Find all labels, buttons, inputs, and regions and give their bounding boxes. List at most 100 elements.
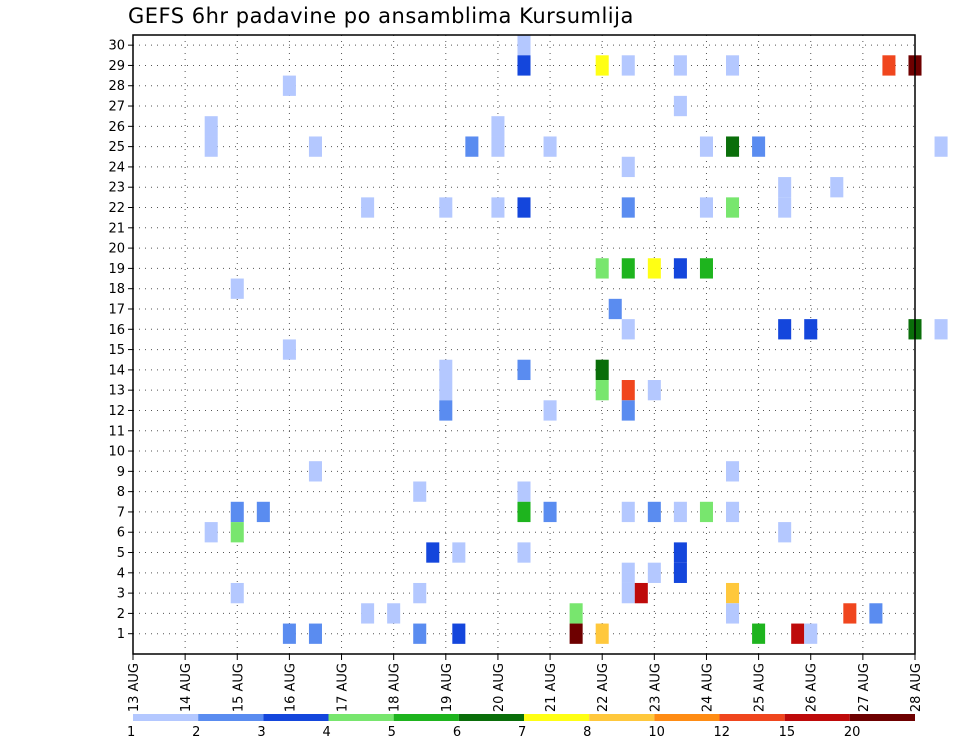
legend-label: 12 bbox=[714, 725, 731, 740]
y-tick-label: 29 bbox=[108, 59, 125, 74]
data-cell bbox=[543, 501, 557, 523]
legend-swatch bbox=[719, 714, 785, 721]
y-tick-label: 17 bbox=[108, 302, 125, 317]
data-cell bbox=[439, 359, 453, 381]
data-cell bbox=[230, 501, 244, 523]
data-cell bbox=[752, 623, 766, 644]
y-tick-label: 8 bbox=[117, 485, 125, 500]
data-cell bbox=[934, 136, 948, 157]
data-cell bbox=[517, 542, 531, 563]
plot-frame bbox=[132, 34, 916, 655]
x-tick-label: 20 AUG bbox=[492, 663, 507, 712]
data-cell bbox=[621, 197, 635, 218]
data-cell bbox=[673, 542, 687, 563]
data-cell bbox=[726, 501, 740, 523]
data-cell bbox=[282, 339, 296, 360]
legend-label: 3 bbox=[257, 725, 265, 740]
x-tick-label: 13 AUG bbox=[127, 663, 142, 712]
data-cell bbox=[595, 359, 609, 381]
x-tick-label: 23 AUG bbox=[648, 663, 663, 712]
data-cell bbox=[726, 582, 740, 604]
data-cell bbox=[256, 501, 270, 523]
y-tick-label: 16 bbox=[108, 323, 125, 338]
data-cell bbox=[621, 562, 635, 583]
legend-label: 6 bbox=[453, 725, 461, 740]
data-cell bbox=[673, 562, 687, 583]
x-tick-label: 22 AUG bbox=[596, 663, 611, 712]
data-cell bbox=[804, 623, 818, 644]
data-cell bbox=[491, 136, 505, 157]
y-tick-label: 22 bbox=[108, 201, 125, 216]
color-legend: 1 2 3 4 5 6 7 8 10 12 15 20 bbox=[127, 714, 915, 740]
y-tick-label: 5 bbox=[117, 546, 125, 561]
x-tick-label: 25 AUG bbox=[753, 663, 768, 712]
data-cell bbox=[230, 522, 244, 543]
data-cell bbox=[804, 319, 818, 340]
x-tick-label: 28 AUG bbox=[909, 663, 924, 712]
data-cell bbox=[595, 258, 609, 279]
y-tick-label: 26 bbox=[108, 120, 125, 135]
y-tick-label: 27 bbox=[108, 100, 125, 115]
legend-swatch bbox=[198, 714, 264, 721]
y-axis: 1234567891011121314151617181920212223242… bbox=[108, 39, 133, 642]
data-cell bbox=[308, 623, 322, 644]
y-tick-label: 7 bbox=[117, 505, 125, 520]
y-tick-label: 10 bbox=[108, 445, 125, 460]
data-cell bbox=[778, 522, 792, 543]
data-cell bbox=[517, 197, 531, 218]
data-cell bbox=[726, 603, 740, 624]
data-cell bbox=[230, 278, 244, 299]
data-cell bbox=[452, 542, 466, 563]
data-cell bbox=[230, 582, 244, 604]
data-cell bbox=[673, 258, 687, 279]
y-tick-label: 28 bbox=[108, 79, 125, 94]
legend-label: 7 bbox=[518, 725, 526, 740]
data-cell bbox=[543, 400, 557, 421]
data-cell bbox=[647, 562, 661, 583]
x-tick-label: 26 AUG bbox=[805, 663, 820, 712]
y-tick-label: 14 bbox=[108, 363, 125, 378]
y-tick-label: 1 bbox=[117, 627, 125, 642]
data-cell bbox=[621, 156, 635, 178]
y-tick-label: 20 bbox=[108, 242, 125, 257]
legend-swatch bbox=[263, 714, 329, 721]
data-cell bbox=[752, 136, 766, 157]
y-tick-label: 6 bbox=[117, 526, 125, 541]
legend-label: 5 bbox=[388, 725, 396, 740]
data-cell bbox=[426, 542, 440, 563]
data-cell bbox=[621, 400, 635, 421]
data-cell bbox=[282, 623, 296, 644]
data-cell bbox=[621, 501, 635, 523]
y-tick-label: 19 bbox=[108, 262, 125, 277]
data-cell bbox=[934, 319, 948, 340]
data-cell bbox=[621, 55, 635, 76]
data-cell bbox=[869, 603, 883, 624]
data-cell bbox=[699, 197, 713, 218]
data-cell bbox=[491, 116, 505, 137]
legend-swatch bbox=[784, 714, 850, 721]
x-tick-label: 17 AUG bbox=[336, 663, 351, 712]
data-cell bbox=[439, 400, 453, 421]
y-tick-label: 2 bbox=[117, 607, 125, 622]
data-cell bbox=[830, 177, 844, 198]
data-cell bbox=[361, 603, 375, 624]
data-cell bbox=[726, 461, 740, 482]
x-tick-label: 14 AUG bbox=[179, 663, 194, 712]
y-tick-label: 25 bbox=[108, 140, 125, 155]
y-tick-label: 21 bbox=[108, 221, 125, 236]
chart-title: GEFS 6hr padavine po ansamblima Kursumli… bbox=[128, 4, 634, 28]
y-tick-label: 18 bbox=[108, 282, 125, 297]
data-cell bbox=[699, 258, 713, 279]
data-cell bbox=[282, 75, 296, 96]
y-tick-label: 15 bbox=[108, 343, 125, 358]
data-cell bbox=[673, 55, 687, 76]
x-tick-label: 15 AUG bbox=[231, 663, 246, 712]
y-tick-label: 23 bbox=[108, 181, 125, 196]
data-cell bbox=[791, 623, 805, 644]
data-cell bbox=[439, 380, 453, 401]
x-tick-label: 24 AUG bbox=[700, 663, 715, 712]
y-tick-label: 30 bbox=[108, 39, 125, 54]
legend-label: 15 bbox=[779, 725, 796, 740]
data-cell bbox=[778, 319, 792, 340]
y-tick-label: 24 bbox=[108, 160, 125, 175]
